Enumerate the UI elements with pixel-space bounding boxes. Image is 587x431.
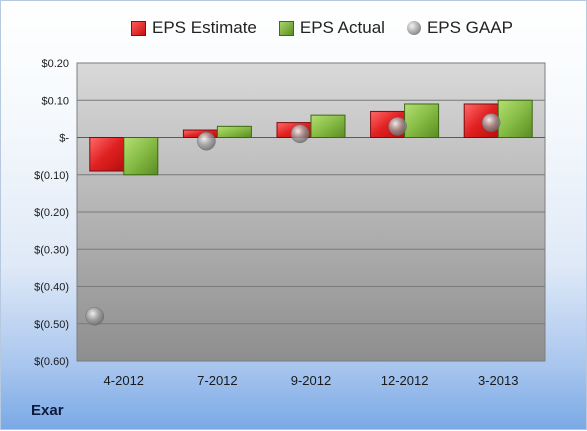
x-tick-label: 4-2012: [104, 373, 144, 388]
x-tick-label: 12-2012: [381, 373, 429, 388]
bar-eps-actual: [216, 125, 252, 138]
bar-eps-actual: [123, 137, 159, 176]
legend-swatch-gaap: [406, 21, 421, 35]
legend-label-gaap: EPS GAAP: [426, 18, 513, 37]
y-tick-label: $(0.60): [34, 356, 69, 368]
legend-swatch-estimate: [131, 20, 146, 36]
bar-eps-actual: [310, 114, 346, 139]
y-tick-label: $-: [59, 133, 69, 145]
x-tick-label: 7-2012: [197, 373, 237, 388]
legend-label-estimate: EPS Estimate: [152, 18, 257, 37]
y-tick-label: $(0.30): [34, 244, 69, 256]
y-tick-label: $(0.20): [34, 207, 69, 219]
x-tick-label: 9-2012: [291, 373, 331, 388]
point-eps-gaap: [85, 307, 105, 326]
legend-item-gaap: EPS GAAP: [406, 18, 513, 38]
point-eps-gaap: [481, 113, 501, 132]
point-eps-gaap: [388, 117, 407, 136]
bar-eps-estimate: [89, 137, 125, 172]
legend-item-estimate: EPS Estimate: [131, 18, 257, 38]
bar-eps-actual: [497, 99, 533, 138]
company-name: Exar: [31, 402, 64, 419]
point-eps-gaap: [197, 131, 216, 151]
bar-eps-actual: [404, 103, 440, 138]
x-tick-label: 3-2013: [478, 373, 518, 388]
legend: EPS Estimate EPS Actual EPS GAAP: [131, 18, 535, 38]
legend-swatch-actual: [278, 20, 294, 36]
y-tick-label: $0.20: [41, 58, 69, 70]
legend-item-actual: EPS Actual: [278, 18, 385, 38]
y-tick-label: $(0.50): [34, 319, 69, 331]
y-tick-label: $0.10: [41, 95, 69, 107]
legend-label-actual: EPS Actual: [299, 18, 385, 37]
y-tick-label: $(0.10): [34, 170, 69, 182]
point-eps-gaap: [290, 124, 310, 144]
y-tick-label: $(0.40): [34, 282, 69, 294]
